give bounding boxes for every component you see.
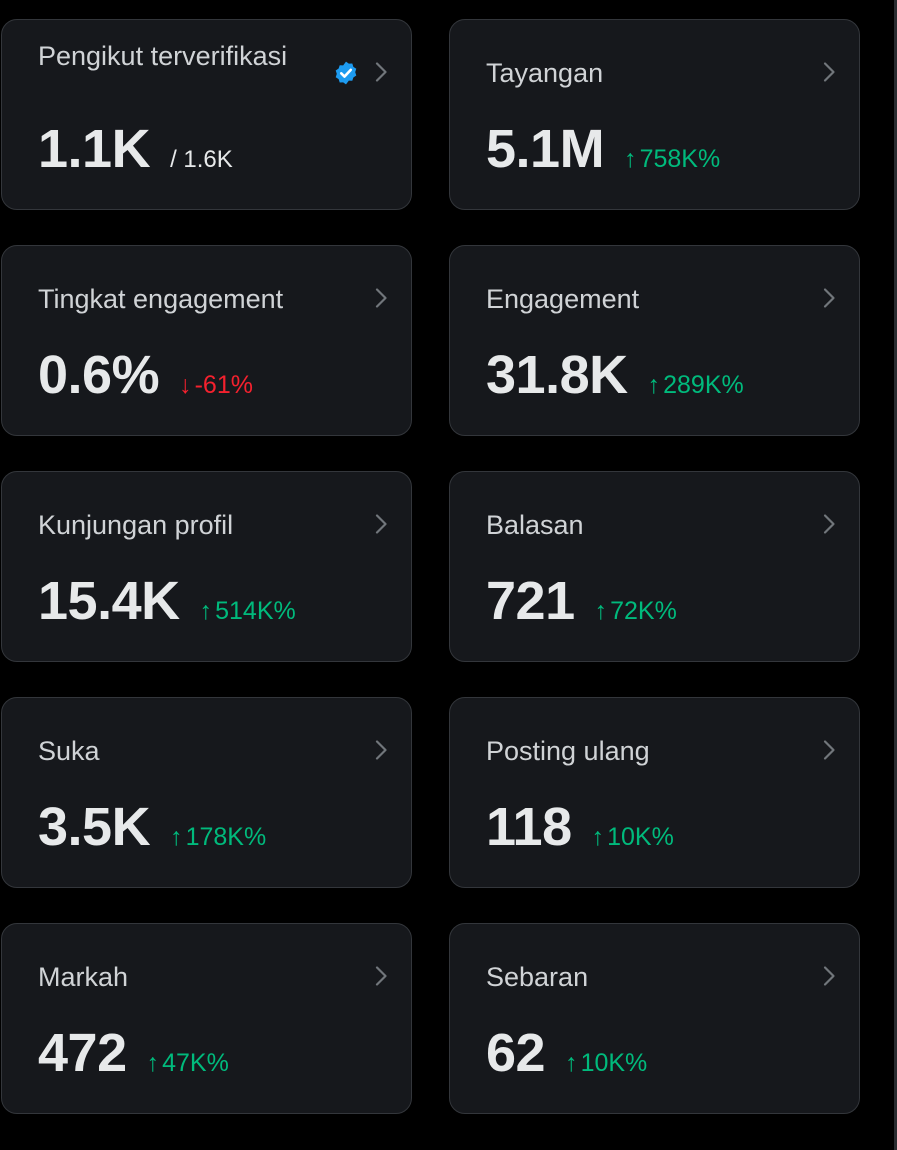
arrow-up-icon: ↑ (594, 597, 608, 625)
change-value: 10K% (580, 1049, 648, 1077)
metric-value: 1.1K (38, 119, 151, 179)
metrics-grid: Pengikut terverifikasi 1.1K / 1.6K Tayan… (1, 19, 860, 1114)
change-value: 758K% (639, 145, 721, 173)
metric-card-likes[interactable]: Suka 3.5K ↑ 178K% (1, 697, 412, 888)
chevron-right-icon (375, 966, 387, 986)
metric-value: 118 (486, 797, 572, 857)
metric-change: ↑ 514K% (200, 597, 296, 626)
metric-total: / 1.6K (170, 146, 233, 173)
value-row: 3.5K ↑ 178K% (38, 796, 266, 858)
card-title: Markah (38, 962, 129, 992)
metric-card-engagement[interactable]: Engagement 31.8K ↑ 289K% (449, 245, 860, 436)
card-title: Kunjungan profil (38, 510, 234, 540)
metric-card-verified-followers[interactable]: Pengikut terverifikasi 1.1K / 1.6K (1, 19, 412, 210)
arrow-up-icon: ↑ (146, 1049, 160, 1077)
chevron-right-icon (823, 966, 835, 986)
chevron-right-icon (375, 288, 387, 308)
metric-change: ↑ 10K% (565, 1049, 647, 1078)
value-row: 62 ↑ 10K% (486, 1022, 647, 1084)
arrow-up-icon: ↑ (647, 371, 661, 399)
arrow-up-icon: ↑ (565, 1049, 578, 1077)
metric-change: ↑ 758K% (624, 145, 720, 174)
metric-value: 721 (486, 571, 575, 631)
change-value: 178K% (185, 823, 267, 851)
metric-change: ↑ 289K% (648, 371, 744, 400)
change-value: 514K% (215, 597, 296, 625)
arrow-up-icon: ↑ (591, 823, 605, 851)
change-value: 10K% (607, 823, 674, 851)
arrow-up-icon: ↑ (199, 597, 213, 625)
metric-change: ↑ 47K% (147, 1049, 229, 1078)
metric-value: 0.6% (38, 345, 160, 405)
metric-change: ↓ -61% (179, 371, 253, 400)
metric-change: ↑ 72K% (595, 597, 677, 626)
card-title: Sebaran (486, 962, 589, 992)
card-title: Tayangan (486, 58, 604, 88)
value-row: 472 ↑ 47K% (38, 1022, 229, 1084)
metric-value: 5.1M (486, 119, 605, 179)
metric-card-profile-visits[interactable]: Kunjungan profil 15.4K ↑ 514K% (1, 471, 412, 662)
metric-change: ↑ 10K% (592, 823, 674, 852)
card-title: Suka (38, 736, 100, 766)
chevron-right-icon (823, 288, 835, 308)
metric-value: 472 (38, 1023, 127, 1083)
chevron-right-icon (375, 62, 387, 82)
chevron-right-icon (375, 514, 387, 534)
scrollbar-edge (894, 0, 897, 1150)
card-title: Balasan (486, 510, 584, 540)
metric-card-replies[interactable]: Balasan 721 ↑ 72K% (449, 471, 860, 662)
card-title: Tingkat engagement (38, 284, 284, 314)
chevron-right-icon (823, 740, 835, 760)
arrow-up-icon: ↑ (170, 823, 183, 851)
metric-card-shares[interactable]: Sebaran 62 ↑ 10K% (449, 923, 860, 1114)
arrow-up-icon: ↑ (624, 145, 637, 173)
metric-card-impressions[interactable]: Tayangan 5.1M ↑ 758K% (449, 19, 860, 210)
change-value: -61% (194, 371, 253, 399)
card-title: Posting ulang (486, 736, 650, 766)
metric-value: 62 (486, 1023, 546, 1083)
value-row: 1.1K / 1.6K (38, 118, 233, 180)
card-title: Pengikut terverifikasi (38, 41, 288, 71)
metric-card-reposts[interactable]: Posting ulang 118 ↑ 10K% (449, 697, 860, 888)
card-title: Engagement (486, 284, 640, 314)
change-value: 47K% (162, 1049, 229, 1077)
metric-change: ↑ 178K% (170, 823, 266, 852)
metric-value: 15.4K (38, 571, 180, 631)
value-row: 15.4K ↑ 514K% (38, 570, 296, 632)
metric-card-bookmarks[interactable]: Markah 472 ↑ 47K% (1, 923, 412, 1114)
chevron-right-icon (823, 62, 835, 82)
arrow-down-icon: ↓ (179, 371, 192, 399)
metric-card-engagement-rate[interactable]: Tingkat engagement 0.6% ↓ -61% (1, 245, 412, 436)
value-row: 118 ↑ 10K% (486, 796, 674, 858)
chevron-right-icon (375, 740, 387, 760)
value-row: 0.6% ↓ -61% (38, 344, 253, 406)
value-row: 31.8K ↑ 289K% (486, 344, 744, 406)
metric-value: 3.5K (38, 797, 151, 857)
metric-value: 31.8K (486, 345, 628, 405)
change-value: 289K% (663, 371, 744, 399)
value-row: 721 ↑ 72K% (486, 570, 677, 632)
change-value: 72K% (610, 597, 677, 625)
chevron-right-icon (823, 514, 835, 534)
verified-badge-icon (335, 61, 357, 85)
value-row: 5.1M ↑ 758K% (486, 118, 720, 180)
